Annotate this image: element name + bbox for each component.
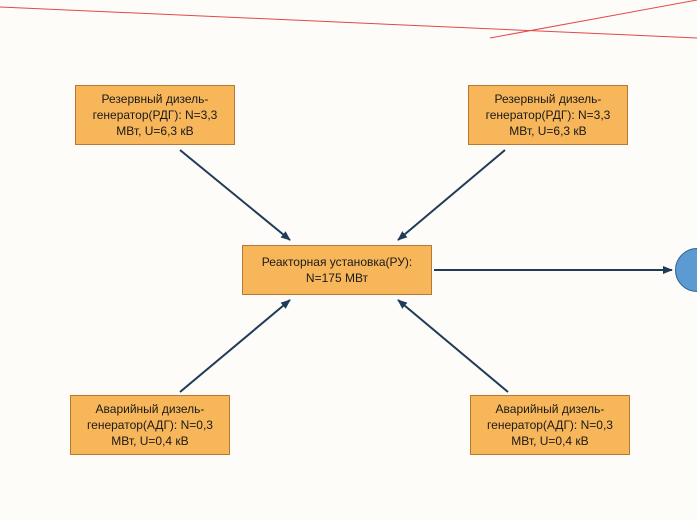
node-bottom_right-label: Аварийный дизель- генератор(АДГ): N=0,3 … <box>487 401 613 450</box>
edge-1 <box>398 150 505 240</box>
output-circle <box>675 248 697 292</box>
deco-red-line-0 <box>0 7 697 38</box>
node-center-label: Реакторная установка(РУ): N=175 МВт <box>262 254 413 286</box>
node-top_left-label: Резервный дизель- генератор(РДГ): N=3,3 … <box>93 91 218 140</box>
edge-3 <box>398 300 508 392</box>
node-bottom_left: Аварийный дизель- генератор(АДГ): N=0,3 … <box>70 395 230 455</box>
node-bottom_left-label: Аварийный дизель- генератор(АДГ): N=0,3 … <box>87 401 213 450</box>
edge-0 <box>180 150 290 240</box>
node-top_left: Резервный дизель- генератор(РДГ): N=3,3 … <box>75 85 235 145</box>
node-center: Реакторная установка(РУ): N=175 МВт <box>242 245 432 295</box>
node-top_right-label: Резервный дизель- генератор(РДГ): N=3,3 … <box>486 91 611 140</box>
edge-2 <box>180 300 290 392</box>
node-bottom_right: Аварийный дизель- генератор(АДГ): N=0,3 … <box>470 395 630 455</box>
node-top_right: Резервный дизель- генератор(РДГ): N=3,3 … <box>468 85 628 145</box>
deco-red-line-1 <box>490 0 697 38</box>
